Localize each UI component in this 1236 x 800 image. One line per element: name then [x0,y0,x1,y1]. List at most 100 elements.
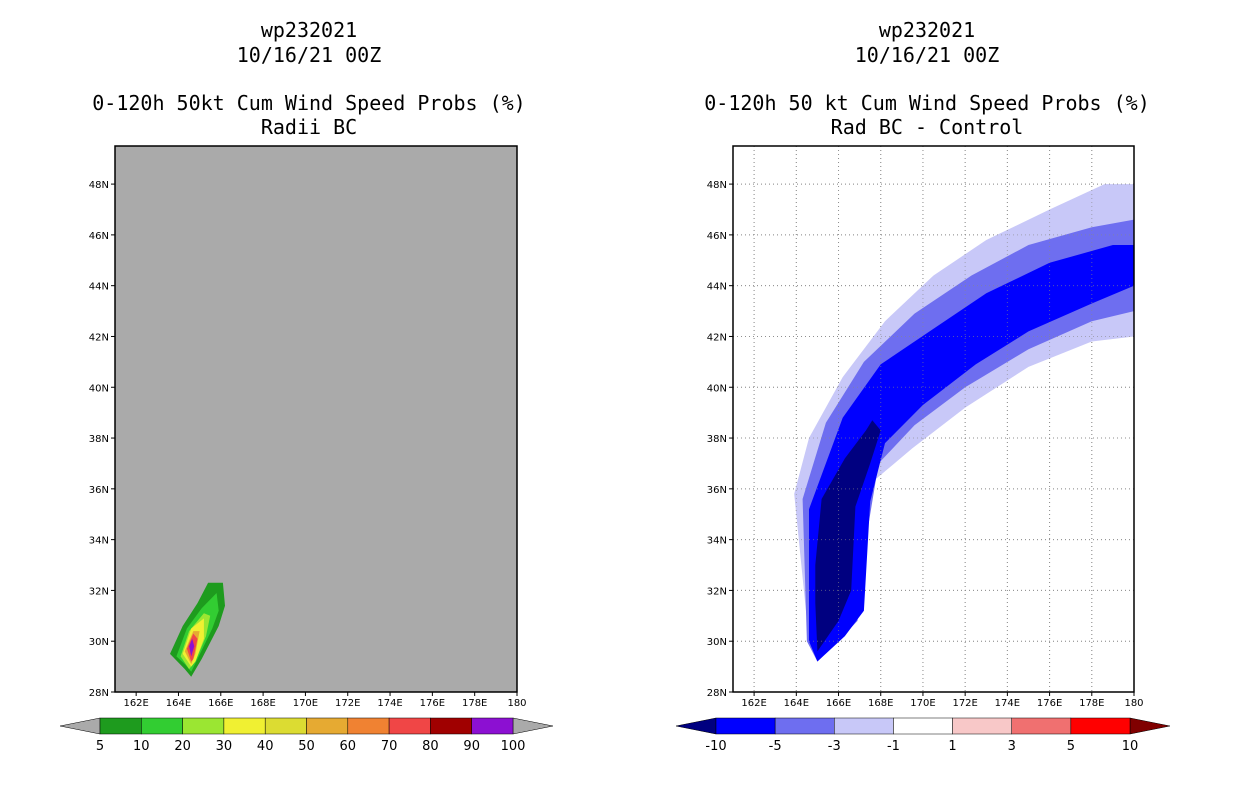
colorbar-label: 3 [1008,739,1016,754]
colorbar-label: -5 [769,739,782,754]
colorbar-box [774,717,835,735]
plot-background [115,146,517,692]
colorbar-under-triangle [675,717,717,735]
colorbar-box [347,717,390,735]
x-tick-label: 162E [123,698,148,709]
colorbar-label: -3 [828,739,841,754]
colorbar-box [182,717,225,735]
colorbar-label: 1 [948,739,956,754]
y-tick-label: 30N [89,637,109,648]
y-tick-label: 42N [707,332,727,343]
colorbar-label: 10 [133,739,150,754]
colorbar-label: -1 [887,739,900,754]
contour-level-90 [189,638,195,657]
chart-title: 0-120h 50 kt Cum Wind Speed Probs (%) [704,91,1150,115]
colorbar-box [306,717,349,735]
x-tick-label: 178E [1079,698,1104,709]
y-tick-label: 36N [707,485,727,496]
chart-panel-2: 162E 164E 166E 168E 170E 172E 174E 176E 178E 180 2… [675,145,1171,754]
colorbar-label: 100 [501,739,526,754]
colorbar-label: 70 [381,739,398,754]
colorbar-box [1070,717,1131,735]
colorbar-box [223,717,266,735]
x-tick-label: 180 [507,698,526,709]
x-tick-label: 176E [420,698,445,709]
colorbar-label: 5 [96,739,104,754]
colorbar-label: 5 [1067,739,1075,754]
y-tick-label: 42N [89,332,109,343]
colorbar-box [715,717,776,735]
storm-id: wp232021 [260,18,358,42]
colorbar-label: 30 [216,739,233,754]
x-tick-label: 174E [995,698,1020,709]
chart-subtitle: Radii BC [260,115,358,139]
colorbar-under-triangle [59,717,101,735]
plot-frame [114,145,518,693]
colorbar-label: 60 [340,739,357,754]
colorbar-over-triangle [1129,717,1171,735]
colorbar-over-triangle [512,717,554,735]
contour-level-minus-3 [802,219,1134,662]
colorbar: -10 -5 -3 -1 1 3 5 10 [675,717,1171,754]
x-tick-label: 168E [250,698,275,709]
datetime: 10/16/21 00Z [854,43,1000,67]
colorbar-box [893,717,953,735]
y-tick-label: 34N [707,536,727,547]
x-tick-label: 164E [166,698,191,709]
y-tick-label: 32N [89,586,109,597]
y-tick-label: 44N [89,282,109,293]
colorbar: 5 10 20 30 40 50 60 70 80 90 100 [59,717,554,754]
colorbar-label: -10 [705,739,726,754]
y-tick-label: 38N [89,434,109,445]
colorbar-label: 50 [298,739,315,754]
colorbar-box [834,717,894,735]
colorbar-box [430,717,472,735]
colorbar-label: 90 [463,739,480,754]
colorbar-label: 20 [174,739,191,754]
colorbar-box [99,717,142,735]
plot-frame [732,145,1135,693]
x-tick-label: 170E [293,698,318,709]
x-tick-label: 162E [741,698,766,709]
x-tick-label: 172E [952,698,977,709]
y-tick-label: 46N [89,231,109,242]
colorbar-label: 40 [257,739,274,754]
contour-level-minus-5 [809,245,1134,662]
colorbar-box [952,717,1012,735]
x-tick-label: 164E [784,698,809,709]
datetime: 10/16/21 00Z [236,43,382,67]
colorbar-box [141,717,183,735]
y-tick-label: 46N [707,231,727,242]
chart-subtitle: Rad BC - Control [830,115,1024,139]
y-tick-label: 36N [89,485,109,496]
y-tick-label: 40N [707,383,727,394]
y-tick-label: 30N [707,637,727,648]
x-tick-label: 178E [462,698,487,709]
colorbar-box [388,717,431,735]
x-tick-label: 176E [1037,698,1062,709]
colorbar-label: 10 [1122,739,1139,754]
x-tick-label: 168E [868,698,893,709]
right-panel-header: wp232021 10/16/21 00Z [618,18,1236,68]
y-tick-label: 44N [707,282,727,293]
x-tick-label: 174E [377,698,402,709]
storm-id: wp232021 [878,18,976,42]
colorbar-label: 80 [422,739,439,754]
y-tick-label: 28N [89,688,109,699]
chart-title: 0-120h 50kt Cum Wind Speed Probs (%) [92,91,526,115]
colorbar-box [1011,717,1072,735]
right-panel-titles: 0-120h 50 kt Cum Wind Speed Probs (%) Ra… [618,91,1236,139]
contour-level-minus-10 [815,420,881,652]
left-panel-header: wp232021 10/16/21 00Z [0,18,618,68]
colorbar-box [264,717,307,735]
y-tick-label: 40N [89,383,109,394]
x-tick-label: 166E [208,698,233,709]
x-tick-label: 180 [1124,698,1143,709]
colorbar-box [471,717,514,735]
x-tick-label: 166E [826,698,851,709]
left-panel-titles: 0-120h 50kt Cum Wind Speed Probs (%) Rad… [0,91,618,139]
y-tick-label: 38N [707,434,727,445]
x-tick-label: 172E [335,698,360,709]
y-tick-label: 48N [89,180,109,191]
